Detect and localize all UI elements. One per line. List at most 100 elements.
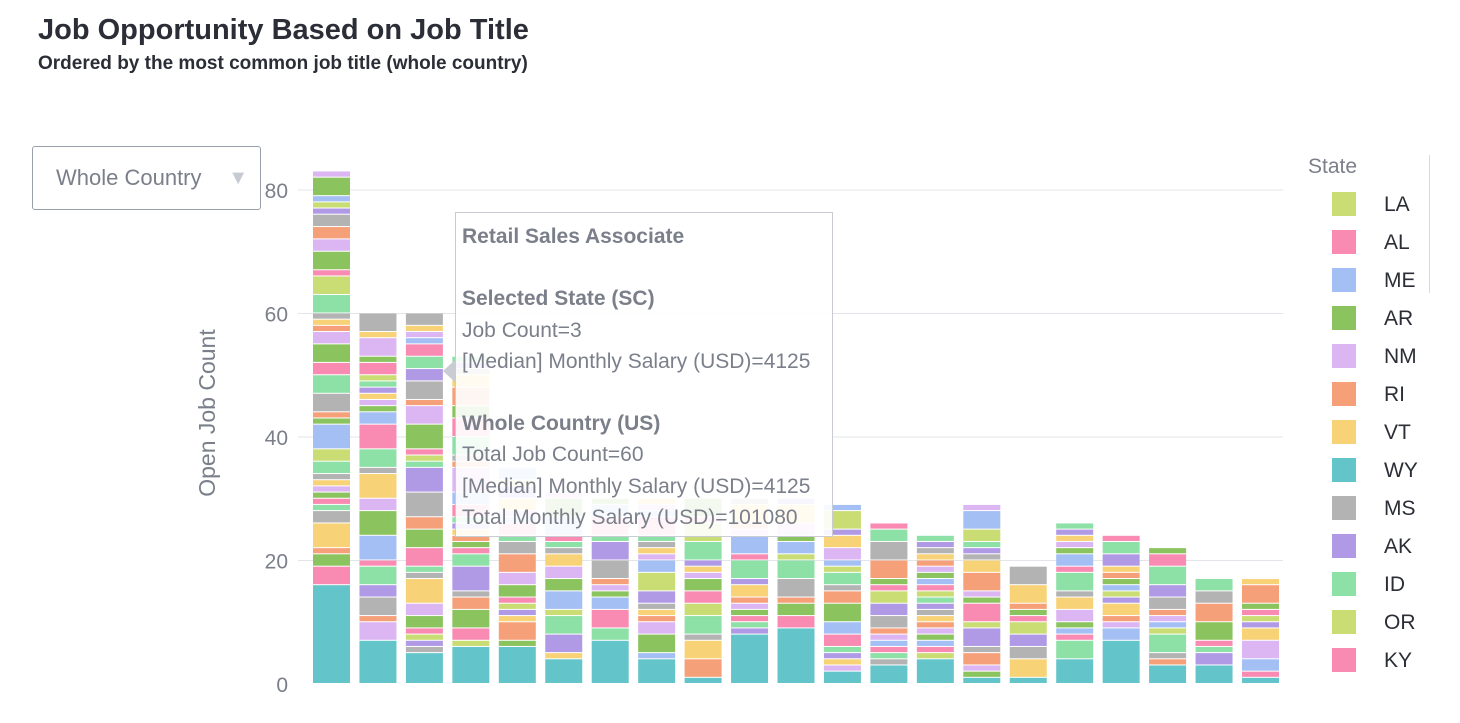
bar[interactable] xyxy=(870,523,908,683)
bar-segment[interactable] xyxy=(1149,634,1187,653)
bar-segment[interactable] xyxy=(313,566,350,585)
state-select-dropdown[interactable]: Whole Country ▼ xyxy=(32,146,261,210)
bar-segment[interactable] xyxy=(870,646,908,653)
bar-segment[interactable] xyxy=(870,603,908,616)
bar-segment[interactable] xyxy=(452,541,490,548)
bar-segment[interactable] xyxy=(823,585,861,591)
bar-segment[interactable] xyxy=(1242,579,1279,585)
bar-segment[interactable] xyxy=(870,541,908,560)
bar-segment[interactable] xyxy=(498,616,536,622)
bar-segment[interactable] xyxy=(313,523,350,548)
bar-segment[interactable] xyxy=(963,560,1001,572)
bar-segment[interactable] xyxy=(1056,622,1094,628)
bar-segment[interactable] xyxy=(777,541,815,554)
bar-segment[interactable] xyxy=(684,634,722,640)
bar-segment[interactable] xyxy=(405,566,443,572)
bar-segment[interactable] xyxy=(313,319,350,325)
bar-segment[interactable] xyxy=(498,585,536,597)
bar-segment[interactable] xyxy=(684,640,722,659)
bar-segment[interactable] xyxy=(1102,585,1140,591)
bar-segment[interactable] xyxy=(498,622,536,640)
bar-segment[interactable] xyxy=(405,338,443,344)
bar-segment[interactable] xyxy=(498,646,536,683)
bar[interactable] xyxy=(1102,535,1140,683)
bar-segment[interactable] xyxy=(638,622,676,634)
bar-segment[interactable] xyxy=(963,677,1001,683)
bar-segment[interactable] xyxy=(638,603,676,609)
bar-segment[interactable] xyxy=(591,560,629,579)
bar-segment[interactable] xyxy=(591,535,629,541)
bar-segment[interactable] xyxy=(1149,609,1187,616)
bar-segment[interactable] xyxy=(313,171,350,177)
bar-segment[interactable] xyxy=(1102,541,1140,554)
bar-segment[interactable] xyxy=(1149,628,1187,634)
bar-segment[interactable] xyxy=(1056,529,1094,535)
bar-segment[interactable] xyxy=(963,591,1001,597)
bar-segment[interactable] xyxy=(359,406,397,412)
bar-segment[interactable] xyxy=(870,616,908,628)
bar-segment[interactable] xyxy=(591,579,629,585)
bar-segment[interactable] xyxy=(963,653,1001,665)
bar-segment[interactable] xyxy=(1242,603,1279,609)
bar-segment[interactable] xyxy=(313,449,350,461)
bar-segment[interactable] xyxy=(1242,616,1279,622)
bar-segment[interactable] xyxy=(963,665,1001,671)
bar-segment[interactable] xyxy=(313,393,350,412)
bar-segment[interactable] xyxy=(684,616,722,634)
bar-segment[interactable] xyxy=(313,239,350,251)
bar-segment[interactable] xyxy=(1195,579,1233,591)
bar-segment[interactable] xyxy=(405,572,443,579)
bar-segment[interactable] xyxy=(777,579,815,597)
bar-segment[interactable] xyxy=(916,541,954,548)
bar-segment[interactable] xyxy=(963,529,1001,541)
bar-segment[interactable] xyxy=(1195,653,1233,665)
bar-segment[interactable] xyxy=(405,449,443,455)
bar-segment[interactable] xyxy=(1009,616,1047,622)
bar-segment[interactable] xyxy=(1056,597,1094,609)
bar-segment[interactable] xyxy=(591,585,629,591)
bar-segment[interactable] xyxy=(731,609,769,616)
bar-segment[interactable] xyxy=(963,622,1001,628)
bar-segment[interactable] xyxy=(684,572,722,579)
bar[interactable] xyxy=(405,313,443,684)
bar-segment[interactable] xyxy=(916,609,954,616)
legend-scrollbar[interactable] xyxy=(1429,155,1430,293)
bar-segment[interactable] xyxy=(452,548,490,554)
bar-segment[interactable] xyxy=(359,640,397,683)
bar-segment[interactable] xyxy=(638,535,676,541)
bar-segment[interactable] xyxy=(1149,585,1187,597)
legend-item-or[interactable]: OR xyxy=(1332,609,1442,635)
bar-segment[interactable] xyxy=(684,541,722,560)
bar-segment[interactable] xyxy=(405,467,443,492)
bar-segment[interactable] xyxy=(823,560,861,566)
bar-segment[interactable] xyxy=(1195,603,1233,622)
bar-segment[interactable] xyxy=(916,554,954,560)
bar-segment[interactable] xyxy=(870,659,908,665)
bar-segment[interactable] xyxy=(916,548,954,554)
bar-segment[interactable] xyxy=(1149,622,1187,628)
bar-segment[interactable] xyxy=(313,492,350,498)
bar-segment[interactable] xyxy=(498,541,536,554)
bar-segment[interactable] xyxy=(731,628,769,634)
bar-segment[interactable] xyxy=(359,313,397,332)
bar-segment[interactable] xyxy=(359,387,397,393)
bar-segment[interactable] xyxy=(1242,659,1279,671)
bar-segment[interactable] xyxy=(916,653,954,659)
bar-segment[interactable] xyxy=(591,541,629,560)
bar-segment[interactable] xyxy=(452,609,490,628)
bar-segment[interactable] xyxy=(405,634,443,640)
bar-segment[interactable] xyxy=(1195,622,1233,640)
bar-segment[interactable] xyxy=(823,548,861,560)
bar-segment[interactable] xyxy=(405,344,443,356)
bar-segment[interactable] xyxy=(313,585,350,683)
bar-segment[interactable] xyxy=(545,535,583,541)
bar-segment[interactable] xyxy=(823,535,861,548)
bar-segment[interactable] xyxy=(313,511,350,523)
bar-segment[interactable] xyxy=(313,208,350,214)
bar[interactable] xyxy=(823,504,861,683)
bar-segment[interactable] xyxy=(916,579,954,585)
bar-segment[interactable] xyxy=(545,554,583,566)
bar-segment[interactable] xyxy=(591,640,629,683)
bar-segment[interactable] xyxy=(963,597,1001,603)
bar[interactable] xyxy=(963,504,1001,683)
